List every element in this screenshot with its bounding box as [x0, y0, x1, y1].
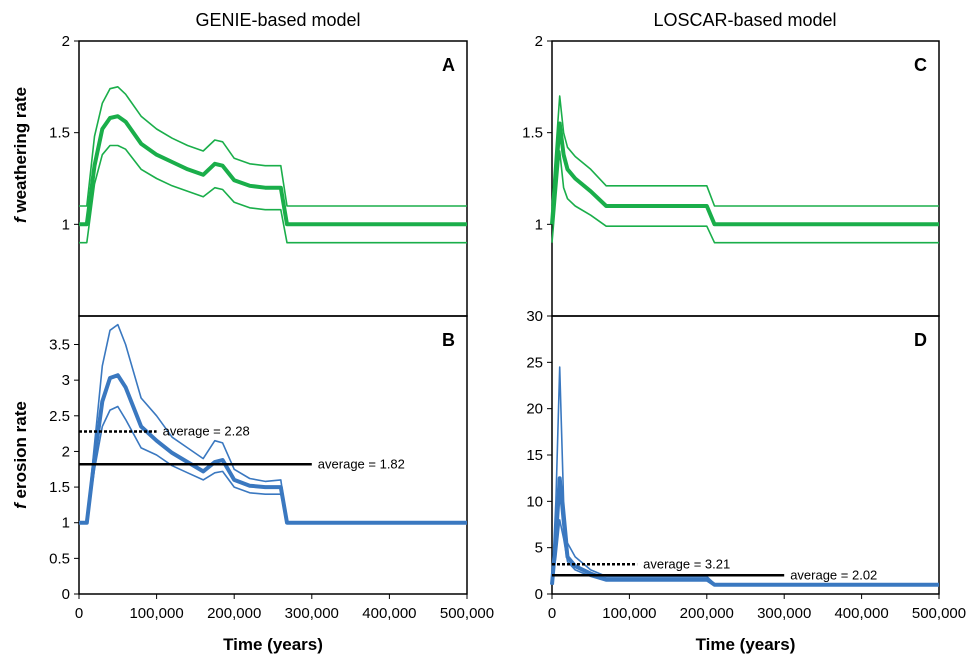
panel-d-average-label: average = 2.02 — [790, 567, 877, 582]
weathering-ylabel: f weathering rate — [11, 87, 30, 223]
panel-d-ytick-label: 30 — [526, 308, 543, 325]
panel-d-ytick-label: 0 — [535, 586, 543, 603]
weathering-ylabel-text: weathering rate — [11, 87, 30, 217]
panel-d: 0 5 10 15 20 25 30 average = 3.21 average = 2.02… — [526, 308, 966, 654]
panel-b-xtick-label: 200,000 — [207, 605, 261, 622]
panel-b-xtick-label: 500,000 — [440, 605, 494, 622]
panel-b-ytick-label: 2 — [62, 443, 70, 460]
panel-b-xtick-label: 300,000 — [285, 605, 339, 622]
panel-a-letter: A — [442, 55, 455, 75]
panel-b-ytick-label: 0 — [62, 586, 70, 603]
panel-a-frame — [78, 40, 468, 317]
panel-c-ytick-label: 2 — [535, 33, 543, 50]
panel-a: 1 1.5 2 A — [49, 33, 468, 317]
panel-b-ytick-label: 1.5 — [49, 479, 70, 496]
panel-a-ytick-label: 1.5 — [49, 125, 70, 142]
panel-a-ytick-label: 2 — [62, 33, 70, 50]
panel-d-xtick-label: 500,000 — [912, 605, 966, 622]
panel-d-ytick-label: 15 — [526, 447, 543, 464]
panel-c-series-central — [550, 121, 939, 227]
panel-a-series-central — [79, 114, 467, 227]
panel-b-xlabel: Time (years) — [223, 635, 323, 654]
panel-b-ytick-label: 3.5 — [49, 337, 70, 354]
panel-d-series-lower — [551, 519, 939, 587]
panel-d-xtick-label: 100,000 — [602, 605, 656, 622]
weathering-ylabel-f: f — [11, 215, 30, 223]
right-column-title: LOSCAR-based model — [653, 10, 836, 30]
panel-b-average-label: average = 2.28 — [163, 423, 250, 438]
panel-b-ytick-label: 3 — [62, 372, 70, 389]
erosion-ylabel-text: erosion rate — [11, 401, 30, 503]
panel-a-series-upper — [79, 86, 467, 207]
panel-b-ytick-label: 0.5 — [49, 550, 70, 567]
left-column-title: GENIE-based model — [195, 10, 360, 30]
erosion-ylabel: f erosion rate — [11, 401, 30, 509]
panel-d-xtick-label: 300,000 — [757, 605, 811, 622]
panel-b-frame — [78, 315, 468, 595]
panel-b-series-upper — [79, 323, 467, 524]
panel-b-ytick-label: 2.5 — [49, 408, 70, 425]
panel-b-series-central — [79, 373, 467, 525]
panel-d-ytick-label: 20 — [526, 401, 543, 418]
panel-d-average-label: average = 3.21 — [643, 556, 730, 571]
panel-c-letter: C — [914, 55, 927, 75]
panel-d-xtick-label: 400,000 — [834, 605, 888, 622]
panel-c-frame — [551, 40, 940, 317]
panel-d-ytick-label: 5 — [535, 540, 543, 557]
panel-a-ytick-label: 1 — [62, 216, 70, 233]
panel-d-ytick-label: 10 — [526, 493, 543, 510]
panel-b: 0 0.5 1 1.5 2 2.5 3 3.5 average = 2.28 average = … — [49, 315, 494, 654]
panel-d-series-central — [550, 476, 939, 587]
panel-d-series-upper — [551, 366, 939, 585]
panel-c: 1 1.5 2 C — [522, 33, 940, 317]
panel-b-average-label: average = 1.82 — [318, 456, 405, 471]
panel-d-xtick-label: 0 — [548, 605, 556, 622]
panel-c-ytick-label: 1.5 — [522, 125, 543, 142]
panel-d-xlabel: Time (years) — [696, 635, 796, 654]
panel-b-xtick-label: 400,000 — [362, 605, 416, 622]
panel-b-series-lower — [79, 405, 467, 524]
panel-d-frame — [551, 315, 940, 595]
panel-a-series-lower — [79, 144, 467, 244]
erosion-ylabel-f: f — [11, 501, 30, 509]
panel-b-ytick-label: 1 — [62, 515, 70, 532]
panel-c-series-lower — [551, 150, 939, 244]
panel-d-ytick-label: 25 — [526, 354, 543, 371]
panel-c-ytick-label: 1 — [535, 216, 543, 233]
panel-b-xtick-label: 0 — [75, 605, 83, 622]
panel-d-xtick-label: 200,000 — [680, 605, 734, 622]
panel-b-letter: B — [442, 330, 455, 350]
panel-b-xtick-label: 100,000 — [129, 605, 183, 622]
panel-c-series-upper — [551, 95, 939, 207]
panel-d-letter: D — [914, 330, 927, 350]
